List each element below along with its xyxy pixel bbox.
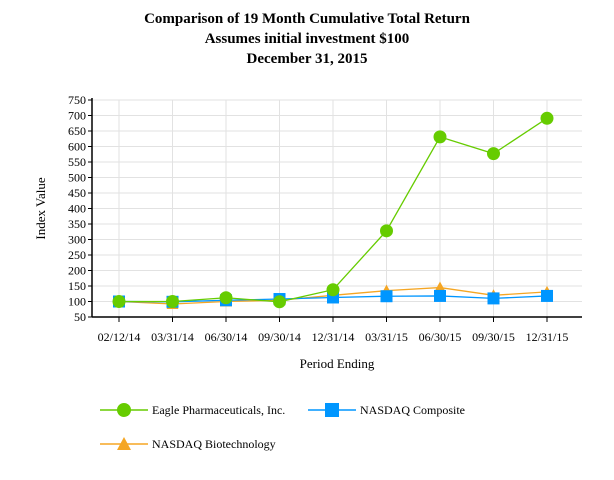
- chart-subtitle: Assumes initial investment $100: [204, 31, 410, 47]
- y-tick-label: 700: [68, 109, 86, 123]
- data-point: [219, 291, 233, 305]
- y-tick-label: 750: [68, 93, 86, 107]
- y-tick-label: 450: [68, 186, 86, 200]
- y-axis-label: Index Value: [33, 177, 48, 239]
- legend-item-nasdaq-composite: NASDAQ Composite: [308, 402, 465, 418]
- data-point: [166, 295, 179, 308]
- x-tick-label: 06/30/14: [205, 330, 248, 344]
- data-point: [487, 147, 500, 161]
- data-point: [487, 292, 500, 305]
- x-tick-label: 09/30/14: [258, 330, 301, 344]
- legend-label: NASDAQ Composite: [360, 402, 466, 417]
- legend-item-eagle: Eagle Pharmaceuticals, Inc.: [100, 402, 285, 418]
- data-point: [326, 283, 340, 297]
- x-tick-label: 12/31/14: [312, 330, 355, 344]
- data-point: [112, 295, 126, 308]
- data-point: [540, 111, 554, 125]
- chart-title: Comparison of 19 Month Cumulative Total …: [144, 11, 470, 27]
- y-tick-label: 250: [68, 248, 86, 262]
- x-tick-label: 03/31/14: [151, 330, 194, 344]
- x-tick-label: 12/31/15: [526, 330, 569, 344]
- data-point: [541, 289, 553, 302]
- data-point: [434, 281, 446, 293]
- legend-label: NASDAQ Biotechnology: [152, 436, 276, 451]
- y-tick-label: 200: [68, 264, 86, 278]
- data-point: [380, 290, 393, 303]
- x-axis-label: Period Ending: [300, 356, 375, 371]
- y-tick-label: 500: [68, 171, 86, 185]
- y-tick-label: 400: [68, 202, 86, 216]
- y-tick-label: 550: [68, 155, 86, 169]
- x-tick-label: 09/30/15: [472, 330, 515, 344]
- chart-date: December 31, 2015: [246, 51, 368, 67]
- y-tick-label: 650: [68, 124, 86, 138]
- data-point: [433, 130, 447, 144]
- y-tick-label: 50: [74, 310, 86, 324]
- y-tick-label: 350: [68, 217, 86, 231]
- y-tick-label: 300: [68, 233, 86, 247]
- data-point: [434, 289, 446, 302]
- x-tick-label: 03/31/15: [365, 330, 408, 344]
- legend-item-nasdaq-biotech: NASDAQ Biotechnology: [100, 436, 276, 452]
- data-point: [380, 224, 393, 238]
- x-tick-label: 06/30/15: [419, 330, 462, 344]
- data-point: [273, 295, 286, 309]
- y-tick-label: 100: [68, 295, 86, 309]
- y-tick-label: 600: [68, 140, 86, 154]
- legend-label: Eagle Pharmaceuticals, Inc.: [152, 402, 286, 417]
- y-tick-label: 150: [68, 279, 86, 293]
- x-tick-label: 02/12/14: [98, 330, 141, 344]
